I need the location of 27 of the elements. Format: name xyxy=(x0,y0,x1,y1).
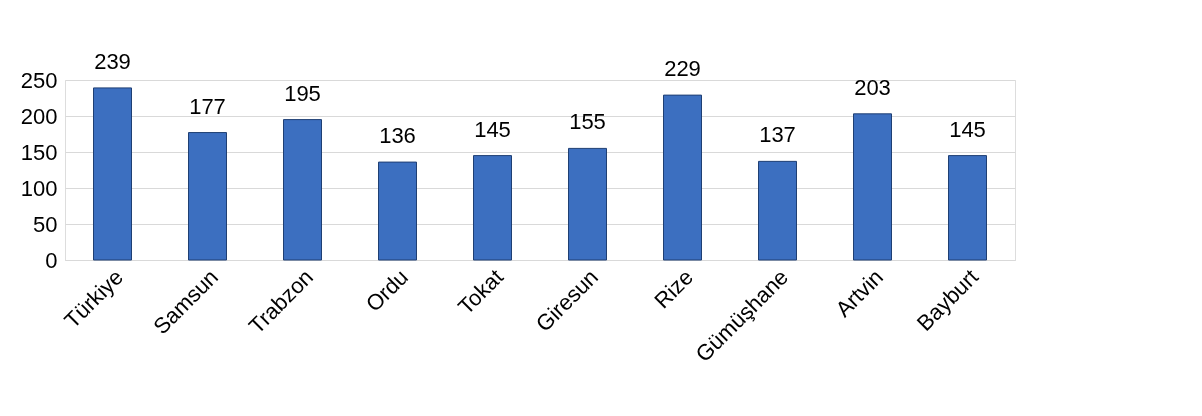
bar xyxy=(568,147,607,261)
data-label: 229 xyxy=(664,56,701,82)
bar xyxy=(378,161,417,261)
y-tick-label: 200 xyxy=(20,103,58,129)
bar xyxy=(853,113,892,261)
bar xyxy=(473,155,512,261)
bar xyxy=(93,87,132,261)
data-label: 145 xyxy=(949,116,986,142)
data-label: 155 xyxy=(569,109,606,135)
bar xyxy=(948,155,987,261)
y-tick-label: 150 xyxy=(20,139,58,165)
data-label: 136 xyxy=(379,123,416,149)
data-label: 195 xyxy=(284,80,321,106)
y-tick-label: 50 xyxy=(33,211,58,237)
y-tick-label: 0 xyxy=(45,247,58,273)
y-tick-label: 250 xyxy=(20,67,58,93)
data-label: 203 xyxy=(854,74,891,100)
bar xyxy=(758,160,797,261)
bar xyxy=(663,94,702,261)
x-tick-label: Rize xyxy=(649,264,699,314)
data-label: 137 xyxy=(759,122,796,148)
y-tick-label: 100 xyxy=(20,175,58,201)
data-label: 239 xyxy=(94,48,131,74)
bar xyxy=(188,132,227,261)
bar xyxy=(283,119,322,261)
data-label: 145 xyxy=(474,116,511,142)
data-label: 177 xyxy=(189,93,226,119)
